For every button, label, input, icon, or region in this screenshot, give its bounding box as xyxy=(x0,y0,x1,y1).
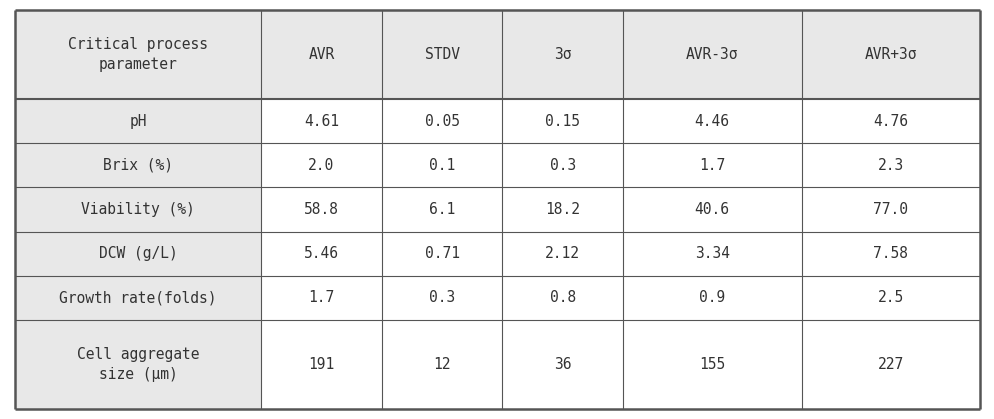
Text: 5.46: 5.46 xyxy=(303,246,339,261)
Text: STDV: STDV xyxy=(424,47,459,62)
Bar xyxy=(502,10,622,99)
Bar xyxy=(260,320,382,409)
Bar xyxy=(382,143,502,187)
Text: 4.46: 4.46 xyxy=(694,114,729,129)
Text: Brix (%): Brix (%) xyxy=(102,158,173,173)
Text: 0.05: 0.05 xyxy=(424,114,459,129)
Bar xyxy=(260,99,382,143)
Text: 0.3: 0.3 xyxy=(549,158,576,173)
Text: 2.0: 2.0 xyxy=(308,158,334,173)
Text: Viability (%): Viability (%) xyxy=(82,202,195,217)
Bar xyxy=(382,187,502,232)
Text: 18.2: 18.2 xyxy=(545,202,580,217)
Bar xyxy=(801,320,979,409)
Bar xyxy=(622,143,801,187)
Text: DCW (g/L): DCW (g/L) xyxy=(98,246,177,261)
Text: 0.3: 0.3 xyxy=(428,290,454,305)
Bar xyxy=(502,143,622,187)
Bar xyxy=(502,187,622,232)
Bar xyxy=(382,10,502,99)
Bar xyxy=(801,187,979,232)
Text: 227: 227 xyxy=(877,357,903,372)
Bar xyxy=(622,276,801,320)
Text: pH: pH xyxy=(129,114,146,129)
Bar xyxy=(15,276,260,320)
Bar xyxy=(502,276,622,320)
Bar xyxy=(260,143,382,187)
Bar xyxy=(382,99,502,143)
Bar xyxy=(801,10,979,99)
Text: AVR+3σ: AVR+3σ xyxy=(864,47,916,62)
Text: Cell aggregate
size (μm): Cell aggregate size (μm) xyxy=(77,347,199,382)
Text: 4.61: 4.61 xyxy=(303,114,339,129)
Text: Critical process
parameter: Critical process parameter xyxy=(68,37,208,72)
Text: 1.7: 1.7 xyxy=(699,158,725,173)
Bar xyxy=(15,187,260,232)
Text: 58.8: 58.8 xyxy=(303,202,339,217)
Text: 7.58: 7.58 xyxy=(873,246,908,261)
Bar xyxy=(622,187,801,232)
Bar xyxy=(801,143,979,187)
Text: 6.1: 6.1 xyxy=(428,202,454,217)
Text: 155: 155 xyxy=(699,357,725,372)
Text: 2.5: 2.5 xyxy=(877,290,903,305)
Bar xyxy=(502,232,622,276)
Text: 2.3: 2.3 xyxy=(877,158,903,173)
Text: 4.76: 4.76 xyxy=(873,114,908,129)
Text: 0.15: 0.15 xyxy=(545,114,580,129)
Text: 1.7: 1.7 xyxy=(308,290,334,305)
Bar xyxy=(801,276,979,320)
Bar xyxy=(382,320,502,409)
Text: AVR: AVR xyxy=(308,47,334,62)
Text: Growth rate(folds): Growth rate(folds) xyxy=(60,290,217,305)
Text: 0.71: 0.71 xyxy=(424,246,459,261)
Bar xyxy=(622,99,801,143)
Text: 0.8: 0.8 xyxy=(549,290,576,305)
Bar xyxy=(622,10,801,99)
Text: 0.9: 0.9 xyxy=(699,290,725,305)
Bar xyxy=(382,276,502,320)
Text: 191: 191 xyxy=(308,357,334,372)
Bar xyxy=(15,232,260,276)
Bar xyxy=(382,232,502,276)
Text: 77.0: 77.0 xyxy=(873,202,908,217)
Text: 2.12: 2.12 xyxy=(545,246,580,261)
Text: 36: 36 xyxy=(554,357,571,372)
Text: AVR-3σ: AVR-3σ xyxy=(685,47,738,62)
Bar xyxy=(15,143,260,187)
Bar xyxy=(260,232,382,276)
Bar xyxy=(15,320,260,409)
Bar xyxy=(622,320,801,409)
Bar xyxy=(15,99,260,143)
Bar xyxy=(260,276,382,320)
Text: 40.6: 40.6 xyxy=(694,202,729,217)
Bar xyxy=(801,232,979,276)
Text: 0.1: 0.1 xyxy=(428,158,454,173)
Text: 12: 12 xyxy=(432,357,450,372)
Bar xyxy=(502,320,622,409)
Bar xyxy=(260,187,382,232)
Bar xyxy=(260,10,382,99)
Bar xyxy=(622,232,801,276)
Text: 3.34: 3.34 xyxy=(694,246,729,261)
Text: 3σ: 3σ xyxy=(554,47,571,62)
Bar xyxy=(15,10,260,99)
Bar xyxy=(502,99,622,143)
Bar xyxy=(801,99,979,143)
